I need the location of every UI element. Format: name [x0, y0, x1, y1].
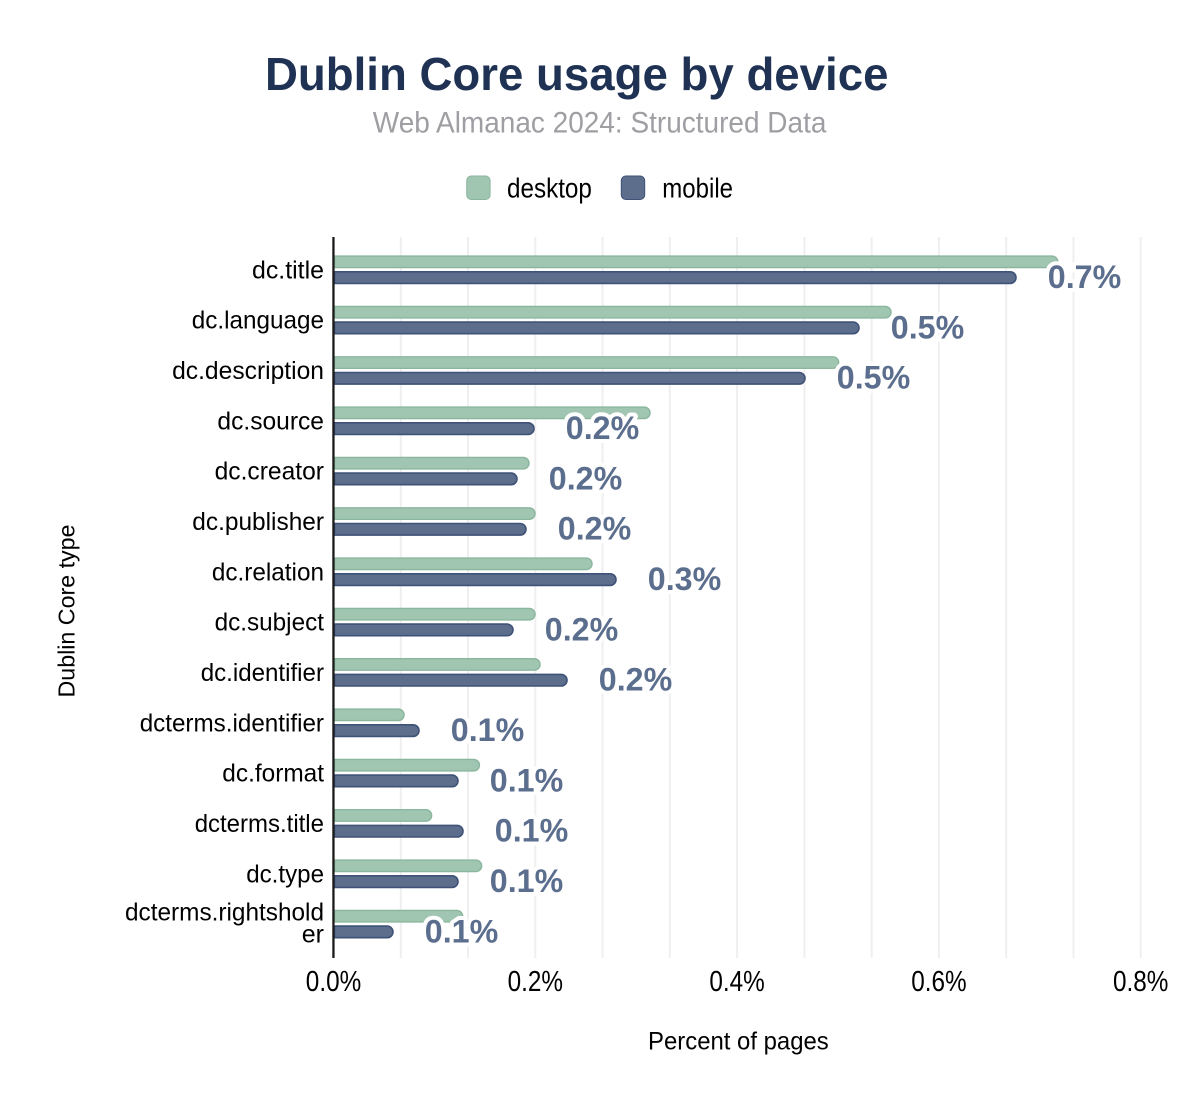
svg-text:0.8%: 0.8%	[1113, 966, 1168, 998]
svg-text:dc.description: dc.description	[172, 357, 324, 385]
svg-text:dc.source: dc.source	[217, 407, 324, 435]
svg-text:0.1%: 0.1%	[495, 813, 568, 849]
svg-text:0.2%: 0.2%	[566, 410, 639, 446]
svg-text:er: er	[302, 921, 324, 949]
svg-text:0.2%: 0.2%	[566, 410, 639, 446]
svg-text:0.1%: 0.1%	[490, 762, 563, 798]
svg-text:0.1%: 0.1%	[425, 913, 498, 949]
svg-text:Web Almanac 2024: Structured D: Web Almanac 2024: Structured Data	[373, 107, 827, 140]
svg-text:dc.type: dc.type	[246, 860, 324, 888]
svg-text:0.2%: 0.2%	[545, 611, 618, 647]
svg-text:0.2%: 0.2%	[508, 966, 563, 998]
svg-text:desktop: desktop	[507, 172, 592, 203]
svg-text:dc.identifier: dc.identifier	[201, 659, 324, 687]
svg-text:0.0%: 0.0%	[306, 966, 361, 998]
svg-text:0.5%: 0.5%	[837, 360, 910, 396]
svg-text:0.5%: 0.5%	[891, 309, 964, 345]
svg-text:0.4%: 0.4%	[709, 966, 764, 998]
svg-text:Percent of pages: Percent of pages	[648, 1028, 829, 1056]
svg-text:0.2%: 0.2%	[558, 511, 631, 547]
svg-text:dc.relation: dc.relation	[212, 558, 324, 586]
svg-text:dc.language: dc.language	[192, 307, 324, 335]
svg-text:dc.title: dc.title	[252, 256, 324, 284]
svg-text:dcterms.rightshold: dcterms.rightshold	[125, 898, 324, 926]
svg-text:0.5%: 0.5%	[891, 309, 964, 345]
svg-text:0.7%: 0.7%	[1048, 259, 1121, 295]
svg-text:0.1%: 0.1%	[451, 712, 524, 748]
svg-text:0.2%: 0.2%	[549, 460, 622, 496]
svg-text:0.6%: 0.6%	[911, 966, 966, 998]
svg-text:0.1%: 0.1%	[425, 913, 498, 949]
svg-text:0.3%: 0.3%	[648, 561, 721, 597]
svg-text:Dublin Core type: Dublin Core type	[54, 525, 80, 698]
svg-text:0.2%: 0.2%	[549, 460, 622, 496]
svg-text:0.1%: 0.1%	[490, 863, 563, 899]
svg-text:mobile: mobile	[662, 172, 733, 203]
svg-text:0.2%: 0.2%	[599, 662, 672, 698]
svg-text:0.3%: 0.3%	[648, 561, 721, 597]
svg-text:0.1%: 0.1%	[490, 762, 563, 798]
svg-text:dcterms.identifier: dcterms.identifier	[140, 709, 324, 737]
svg-text:0.7%: 0.7%	[1048, 259, 1121, 295]
svg-text:dc.subject: dc.subject	[215, 609, 324, 637]
svg-text:0.5%: 0.5%	[837, 360, 910, 396]
svg-text:0.1%: 0.1%	[495, 813, 568, 849]
svg-text:dc.creator: dc.creator	[215, 458, 324, 486]
svg-text:dc.publisher: dc.publisher	[192, 508, 324, 536]
svg-text:0.2%: 0.2%	[599, 662, 672, 698]
svg-text:dcterms.title: dcterms.title	[195, 810, 324, 838]
svg-text:0.2%: 0.2%	[545, 611, 618, 647]
svg-text:0.1%: 0.1%	[490, 863, 563, 899]
svg-text:0.1%: 0.1%	[451, 712, 524, 748]
svg-text:dc.format: dc.format	[222, 760, 324, 788]
svg-text:0.2%: 0.2%	[558, 511, 631, 547]
svg-text:Dublin Core usage by device: Dublin Core usage by device	[265, 48, 889, 100]
